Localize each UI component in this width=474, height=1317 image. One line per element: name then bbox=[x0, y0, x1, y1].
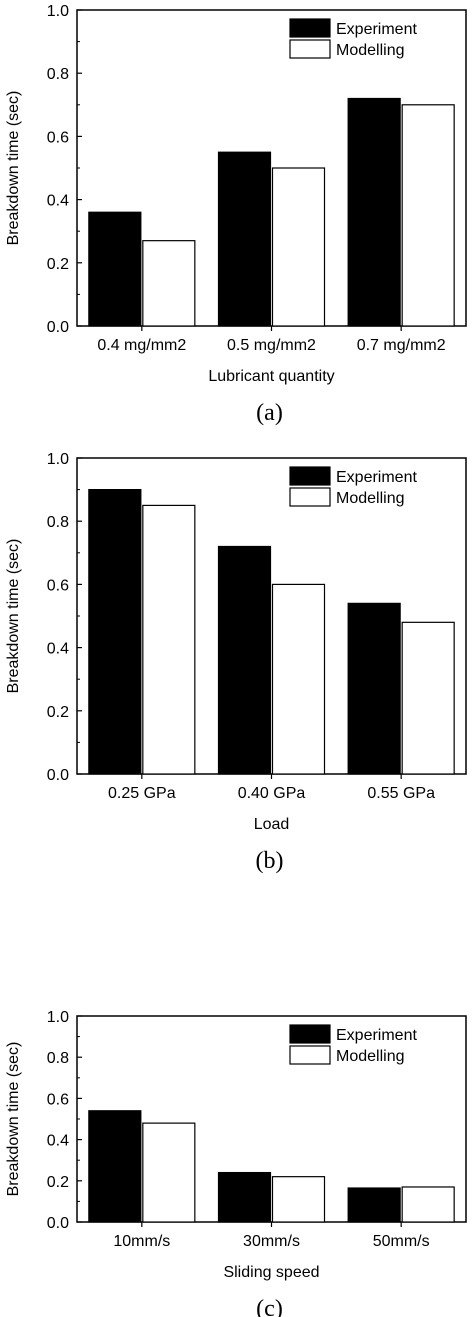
x-tick-label: 30mm/s bbox=[243, 1233, 300, 1250]
legend-swatch-experiment bbox=[289, 466, 331, 486]
bar-modelling bbox=[401, 621, 455, 775]
y-tick-label: 0.4 bbox=[47, 193, 69, 210]
y-tick-label: 0.4 bbox=[47, 1133, 69, 1150]
legend-label: Modelling bbox=[336, 1048, 404, 1065]
x-tick-label: 0.7 mg/mm2 bbox=[357, 337, 446, 354]
legend-label: Experiment bbox=[336, 21, 417, 38]
y-tick-label: 0.0 bbox=[47, 1215, 69, 1232]
legend-label: Experiment bbox=[336, 469, 417, 486]
y-tick-label: 0.6 bbox=[47, 129, 69, 146]
legend-swatch-modelling bbox=[289, 39, 331, 59]
y-tick-label: 0.0 bbox=[47, 767, 69, 784]
x-tick-label: 0.5 mg/mm2 bbox=[227, 337, 316, 354]
y-tick-label: 0.4 bbox=[47, 641, 69, 658]
legend: Experiment Modelling bbox=[289, 18, 417, 59]
legend-swatch-modelling bbox=[289, 487, 331, 507]
bar-modelling bbox=[142, 1122, 196, 1223]
panel-caption: (b) bbox=[256, 848, 284, 874]
bar-experiment bbox=[88, 211, 142, 327]
y-tick-label: 0.2 bbox=[47, 256, 69, 273]
x-axis-label: Lubricant quantity bbox=[208, 368, 334, 385]
chart-panel-a: 0.0 0.2 0.4 0.6 0.8 1.0 0.4 mg/mm2 0.5 mg/mm2 0.… bbox=[5, 3, 467, 426]
x-tick-label: 0.4 mg/mm2 bbox=[97, 337, 186, 354]
y-tick-label: 1.0 bbox=[47, 451, 69, 468]
bar-modelling bbox=[142, 504, 196, 775]
x-tick-label: 0.40 GPa bbox=[238, 785, 306, 802]
x-tick-label: 50mm/s bbox=[373, 1233, 430, 1250]
bar-modelling bbox=[142, 240, 196, 327]
bar-experiment bbox=[88, 1110, 142, 1223]
bar-modelling bbox=[271, 1176, 326, 1223]
bar-experiment bbox=[217, 1171, 272, 1223]
bar-modelling bbox=[271, 167, 326, 327]
x-axis-label: Sliding speed bbox=[223, 1264, 319, 1281]
y-axis-label: Breakdown time (sec) bbox=[5, 91, 22, 246]
x-tick-label: 0.25 GPa bbox=[108, 785, 176, 802]
panel-caption: (c) bbox=[256, 1296, 283, 1317]
y-tick-label: 0.2 bbox=[47, 704, 69, 721]
y-axis-label: Breakdown time (sec) bbox=[5, 539, 22, 694]
bar-experiment bbox=[347, 1187, 401, 1223]
y-axis-label: Breakdown time (sec) bbox=[5, 1042, 22, 1197]
y-tick-label: 1.0 bbox=[47, 3, 69, 20]
x-tick-label: 10mm/s bbox=[113, 1233, 170, 1250]
chart-panel-b: 0.0 0.2 0.4 0.6 0.8 1.0 0.25 GPa 0.40 GPa 0.55 G… bbox=[5, 451, 467, 874]
legend-label: Modelling bbox=[336, 490, 404, 507]
bar-experiment bbox=[217, 151, 272, 327]
legend-swatch-experiment bbox=[289, 1024, 331, 1044]
bar-experiment bbox=[347, 97, 401, 327]
y-tick-label: 1.0 bbox=[47, 1009, 69, 1026]
x-axis-label: Load bbox=[254, 816, 290, 833]
legend-swatch-experiment bbox=[289, 18, 331, 38]
legend-label: Experiment bbox=[336, 1027, 417, 1044]
bar-experiment bbox=[88, 489, 142, 775]
panel-caption: (a) bbox=[256, 400, 283, 426]
bar-modelling bbox=[401, 1186, 455, 1223]
y-tick-label: 0.8 bbox=[47, 66, 69, 83]
y-tick-label: 0.6 bbox=[47, 577, 69, 594]
legend: Experiment Modelling bbox=[289, 466, 417, 507]
y-tick-label: 0.8 bbox=[47, 514, 69, 531]
x-tick-label: 0.55 GPa bbox=[367, 785, 435, 802]
bar-modelling bbox=[271, 583, 326, 775]
bar-modelling bbox=[401, 104, 455, 327]
y-tick-label: 0.0 bbox=[47, 319, 69, 336]
chart-panel-c: 0.0 0.2 0.4 0.6 0.8 1.0 10mm/s 30mm/s 50mm/s Slid… bbox=[5, 1009, 467, 1317]
legend-label: Modelling bbox=[336, 42, 404, 59]
y-tick-label: 0.2 bbox=[47, 1174, 69, 1191]
bar-experiment bbox=[347, 602, 401, 775]
bar-experiment bbox=[217, 545, 272, 775]
y-tick-label: 0.6 bbox=[47, 1091, 69, 1108]
y-tick-label: 0.8 bbox=[47, 1050, 69, 1067]
legend: Experiment Modelling bbox=[289, 1024, 417, 1065]
legend-swatch-modelling bbox=[289, 1045, 331, 1065]
